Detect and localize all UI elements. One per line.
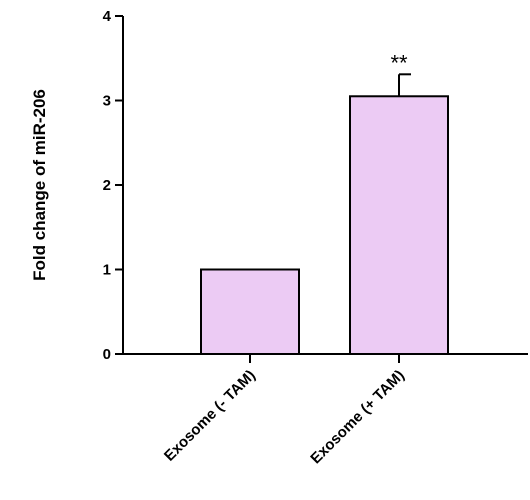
y-tick-label: 4 (103, 8, 112, 25)
y-axis: 0 1 2 3 4 (103, 8, 124, 363)
y-tick-label: 0 (103, 346, 111, 363)
x-tick-label: Exosome (+ TAM) (307, 367, 408, 468)
y-axis-label: Fold change of miR-206 (30, 89, 49, 281)
y-tick-label: 2 (103, 177, 111, 194)
bar (200, 268, 300, 355)
y-tick-label: 3 (103, 93, 111, 110)
x-axis: Exosome (- TAM) Exosome (+ TAM) (123, 353, 528, 468)
bar (349, 95, 449, 356)
significance-label: ** (390, 50, 408, 75)
y-tick-label: 1 (103, 262, 111, 279)
x-tick-label: Exosome (- TAM) (161, 367, 259, 465)
bars: ** (200, 50, 449, 356)
